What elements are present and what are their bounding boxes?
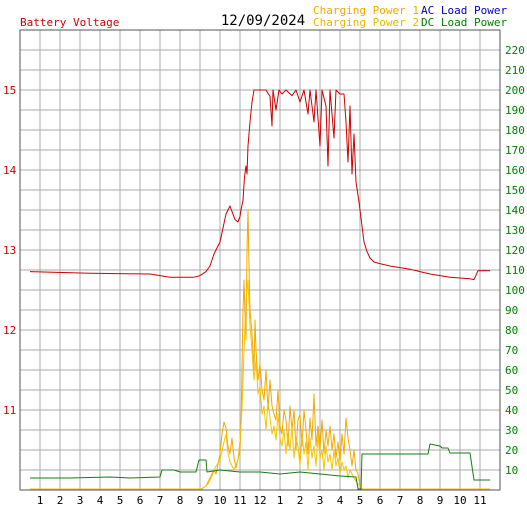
left-tick-label: 14: [3, 164, 17, 177]
right-tick-label: 10: [505, 464, 518, 477]
right-tick-label: 20: [505, 444, 518, 457]
plot-frame: [19, 29, 501, 491]
date-label: 12/09/2024: [221, 13, 305, 29]
series-line-voltage: [29, 89, 490, 281]
legend-charging-power-1: Charging Power 1: [313, 4, 419, 17]
right-tick-label: 80: [505, 324, 518, 337]
x-tick-label: 10: [213, 494, 226, 507]
x-tick-label: 2: [57, 494, 64, 507]
right-tick-label: 70: [505, 344, 518, 357]
x-tick-label: 8: [177, 494, 184, 507]
x-tick-label: 5: [117, 494, 124, 507]
x-tick-label: 7: [397, 494, 404, 507]
x-tick-label: 10: [453, 494, 466, 507]
x-tick-label: 12: [253, 494, 266, 507]
right-tick-label: 150: [505, 184, 525, 197]
right-tick-label: 170: [505, 144, 525, 157]
left-tick-label: 11: [3, 404, 16, 417]
right-tick-label: 160: [505, 164, 525, 177]
x-tick-label: 2: [297, 494, 304, 507]
right-tick-label: 120: [505, 244, 525, 257]
right-tick-label: 130: [505, 224, 525, 237]
right-tick-label: 100: [505, 284, 525, 297]
x-tick-label: 5: [357, 494, 364, 507]
right-tick-label: 220: [505, 44, 525, 57]
left-tick-label: 12: [3, 324, 16, 337]
legend-dc-load-power: DC Load Power: [421, 16, 507, 29]
x-tick-label: 11: [233, 494, 246, 507]
battery-voltage-title: Battery Voltage: [20, 16, 119, 29]
x-tick-label: 4: [337, 494, 344, 507]
legend-ac-load-power: AC Load Power: [421, 4, 507, 17]
right-tick-label: 50: [505, 384, 518, 397]
series-line-dc_load: [30, 443, 490, 490]
left-axis-ticks: 11 12 13 14 15: [3, 84, 17, 417]
x-tick-label: 6: [377, 494, 384, 507]
x-tick-label: 1: [37, 494, 44, 507]
x-tick-label: 3: [77, 494, 84, 507]
left-tick-label: 15: [3, 84, 16, 97]
right-axis-ticks: 10 20 30 40 50 60 70 80 90 100 110 120 130 140 150 160 1…: [505, 44, 525, 477]
x-tick-label: 9: [437, 494, 444, 507]
right-tick-label: 210: [505, 64, 525, 77]
legend-charging-power-2: Charging Power 2: [313, 16, 419, 29]
right-tick-label: 190: [505, 104, 525, 117]
x-tick-label: 1: [277, 494, 284, 507]
x-tick-label: 4: [97, 494, 104, 507]
right-tick-label: 90: [505, 304, 518, 317]
right-tick-label: 30: [505, 424, 518, 437]
right-tick-label: 140: [505, 204, 525, 217]
x-tick-label: 8: [417, 494, 424, 507]
x-tick-label: 9: [197, 494, 204, 507]
x-tick-label: 11: [473, 494, 486, 507]
series-line-charging2: [30, 279, 490, 490]
chart-grid: [20, 30, 500, 490]
x-tick-label: 3: [317, 494, 324, 507]
right-tick-label: 200: [505, 84, 525, 97]
x-tick-label: 7: [157, 494, 164, 507]
x-tick-label: 6: [137, 494, 144, 507]
right-tick-label: 180: [505, 124, 525, 137]
right-tick-label: 60: [505, 364, 518, 377]
left-tick-label: 13: [3, 244, 16, 257]
chart-series: [29, 89, 490, 490]
right-tick-label: 110: [505, 264, 525, 277]
right-tick-label: 40: [505, 404, 518, 417]
x-axis-ticks: 1 2 3 4 5 6 7 8 9 10 11 12 1 2 3 4 5 6 7 8 9 10 11: [37, 494, 487, 507]
